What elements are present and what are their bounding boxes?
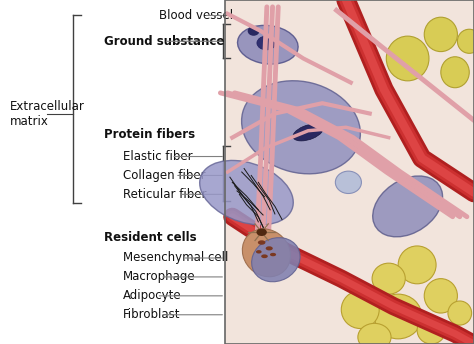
Text: Mesenchymal cell: Mesenchymal cell <box>123 251 228 265</box>
Ellipse shape <box>237 25 298 64</box>
Ellipse shape <box>258 240 265 245</box>
Ellipse shape <box>424 17 457 52</box>
Bar <box>225 0 474 344</box>
Ellipse shape <box>372 263 405 294</box>
Text: Fibroblast: Fibroblast <box>123 308 181 321</box>
Ellipse shape <box>441 57 469 88</box>
Text: Elastic fiber: Elastic fiber <box>123 150 193 163</box>
Ellipse shape <box>335 171 361 194</box>
Text: Extracellular
matrix: Extracellular matrix <box>9 99 84 128</box>
Bar <box>225 0 474 344</box>
Ellipse shape <box>256 250 262 254</box>
Ellipse shape <box>261 255 268 258</box>
Ellipse shape <box>242 81 360 174</box>
Ellipse shape <box>293 124 323 141</box>
Ellipse shape <box>374 294 422 339</box>
Ellipse shape <box>256 228 267 236</box>
Ellipse shape <box>247 26 259 36</box>
Ellipse shape <box>417 316 446 344</box>
Ellipse shape <box>386 36 429 81</box>
Ellipse shape <box>457 29 474 53</box>
Text: Blood vessel: Blood vessel <box>159 9 233 22</box>
Ellipse shape <box>252 238 300 282</box>
Ellipse shape <box>424 279 457 313</box>
Ellipse shape <box>257 36 276 50</box>
Ellipse shape <box>265 246 273 250</box>
Text: Adipocyte: Adipocyte <box>123 289 182 302</box>
Ellipse shape <box>200 160 293 225</box>
Ellipse shape <box>242 229 291 277</box>
Text: Resident cells: Resident cells <box>104 231 197 244</box>
Ellipse shape <box>358 323 391 344</box>
Ellipse shape <box>448 301 472 325</box>
Text: Collagen fiber: Collagen fiber <box>123 169 206 182</box>
Text: Reticular fiber: Reticular fiber <box>123 188 207 201</box>
Text: Ground substance: Ground substance <box>104 35 225 48</box>
Ellipse shape <box>398 246 436 284</box>
Text: Protein fibers: Protein fibers <box>104 128 195 141</box>
Ellipse shape <box>270 253 276 256</box>
Text: Macrophage: Macrophage <box>123 270 196 283</box>
Ellipse shape <box>341 291 379 329</box>
Ellipse shape <box>373 176 443 237</box>
